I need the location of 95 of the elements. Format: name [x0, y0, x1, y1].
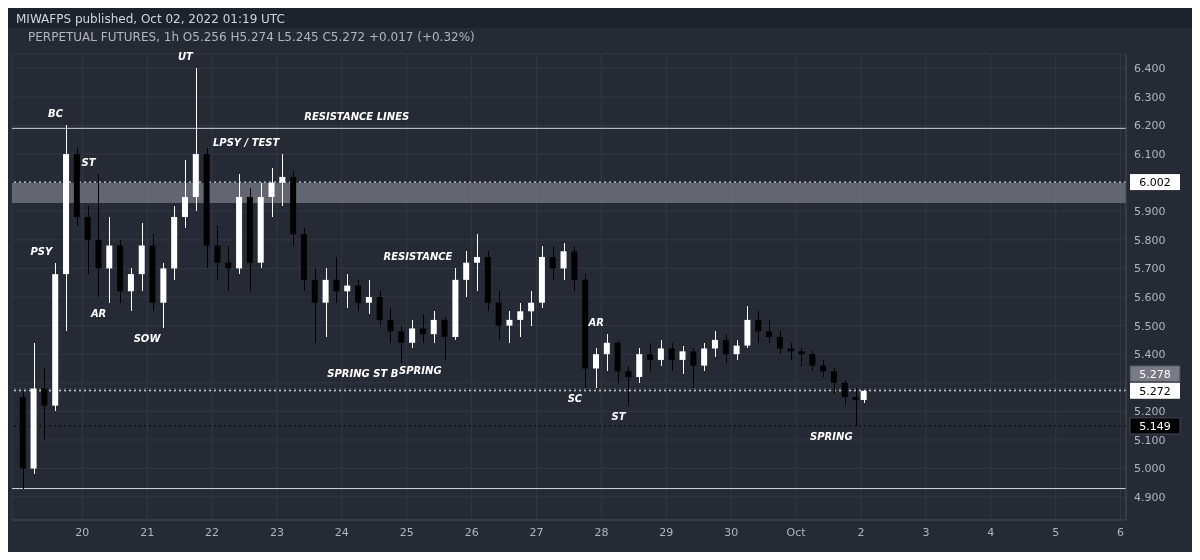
x-tick-label: 27	[529, 525, 544, 539]
annotation: ST	[81, 157, 97, 169]
x-tick-label: 6	[1117, 525, 1125, 539]
candlestick	[463, 250, 470, 298]
annotation: SPRING ST B	[327, 367, 399, 379]
candlestick	[409, 319, 416, 350]
candlestick	[365, 279, 372, 315]
candlestick	[127, 267, 134, 313]
candlestick	[679, 344, 686, 375]
annotation: UT	[177, 51, 195, 63]
y-tick-label: 6.200	[1134, 119, 1166, 133]
x-tick-label: 5	[1052, 525, 1060, 539]
candlestick	[647, 342, 654, 373]
candlestick	[592, 347, 599, 390]
candlestick	[657, 339, 664, 367]
y-tick-label: 5.500	[1134, 319, 1166, 333]
candlestick	[690, 347, 697, 390]
candlestick	[419, 313, 426, 344]
candlestick	[355, 279, 362, 313]
y-tick-label: 6.300	[1134, 90, 1166, 104]
candlestick	[560, 241, 567, 281]
candlestick	[430, 310, 437, 344]
candlestick	[398, 324, 405, 364]
candlestick	[830, 367, 837, 395]
candlestick	[517, 301, 524, 338]
x-tick-label: 25	[399, 525, 414, 539]
candlestick	[776, 330, 783, 355]
x-tick-label: 28	[594, 525, 609, 539]
annotation: SOW	[133, 333, 162, 345]
candlestick	[311, 267, 318, 344]
candlestick	[701, 342, 708, 373]
candlestick	[387, 307, 394, 344]
candlestick	[84, 204, 91, 275]
candlestick	[722, 333, 729, 364]
candlestick	[528, 290, 535, 327]
x-tick-label: 24	[334, 525, 349, 539]
annotation: AR	[587, 317, 604, 329]
y-tick-label: 5.100	[1134, 433, 1166, 447]
ref-line-label: 5.149	[1139, 419, 1171, 433]
candlestick	[668, 342, 675, 373]
candlestick	[441, 316, 448, 361]
annotation: SPRING	[810, 430, 853, 442]
annotation: SPRING	[399, 364, 442, 376]
candlestick	[549, 244, 556, 281]
candlestick	[841, 379, 848, 407]
ref-line-label: 5.278	[1139, 367, 1171, 381]
candlestick	[506, 310, 513, 344]
candlestick	[106, 216, 113, 304]
candlestick	[755, 310, 762, 344]
annotation: PSY	[30, 245, 55, 257]
candlestick	[625, 364, 632, 407]
candlestick	[809, 350, 816, 373]
annotation: AR	[89, 307, 107, 319]
candlestick	[333, 256, 340, 304]
annotation: BC	[48, 108, 64, 120]
candlestick	[322, 267, 329, 338]
x-tick-label: 30	[724, 525, 739, 539]
candlestick	[495, 290, 502, 341]
y-tick-label: 5.000	[1134, 462, 1166, 476]
annotation: RESISTANCE LINES	[304, 111, 410, 123]
chart-subtitle: PERPETUAL FUTURES, 1h O5.256 H5.274 L5.245 C5.272 +0.017 (+0.32%)	[8, 28, 1192, 48]
candlestick	[603, 333, 610, 373]
y-tick-label: 4.900	[1134, 491, 1166, 505]
x-tick-label: 26	[464, 525, 479, 539]
x-tick-label: 20	[75, 525, 90, 539]
annotation: SC	[567, 393, 583, 405]
y-tick-label: 5.600	[1134, 290, 1166, 304]
x-tick-label: 4	[987, 525, 995, 539]
candlestick	[711, 330, 718, 358]
annotation: LPSY / TEST	[212, 137, 281, 149]
candlestick	[474, 233, 481, 293]
x-tick-label: 29	[659, 525, 674, 539]
candlestick	[733, 339, 740, 361]
candlestick	[376, 290, 383, 327]
y-tick-label: 5.900	[1134, 205, 1166, 219]
y-tick-label: 6.400	[1134, 62, 1166, 76]
x-tick-label: 21	[140, 525, 155, 539]
candlestick	[214, 224, 221, 281]
x-tick-label: 3	[922, 525, 930, 539]
x-tick-label: Oct	[786, 525, 807, 539]
candlestick	[636, 347, 643, 384]
y-tick-label: 5.700	[1134, 262, 1166, 276]
y-tick-label: 5.400	[1134, 348, 1166, 362]
annotation: RESISTANCE	[383, 251, 453, 263]
y-tick-label: 5.200	[1134, 405, 1166, 419]
chart-title: MIWAFPS published, Oct 02, 2022 01:19 UTC	[15, 11, 286, 28]
ref-line-label: 5.272	[1139, 384, 1171, 398]
x-tick-label: 22	[205, 525, 220, 539]
annotation: ST	[611, 410, 627, 422]
y-tick-label: 5.800	[1134, 233, 1166, 247]
y-tick-label: 6.100	[1134, 147, 1166, 161]
x-tick-label: 2	[857, 525, 865, 539]
ref-line-label: 6.002	[1139, 176, 1171, 190]
x-tick-label: 23	[269, 525, 284, 539]
candlestick	[766, 319, 773, 344]
